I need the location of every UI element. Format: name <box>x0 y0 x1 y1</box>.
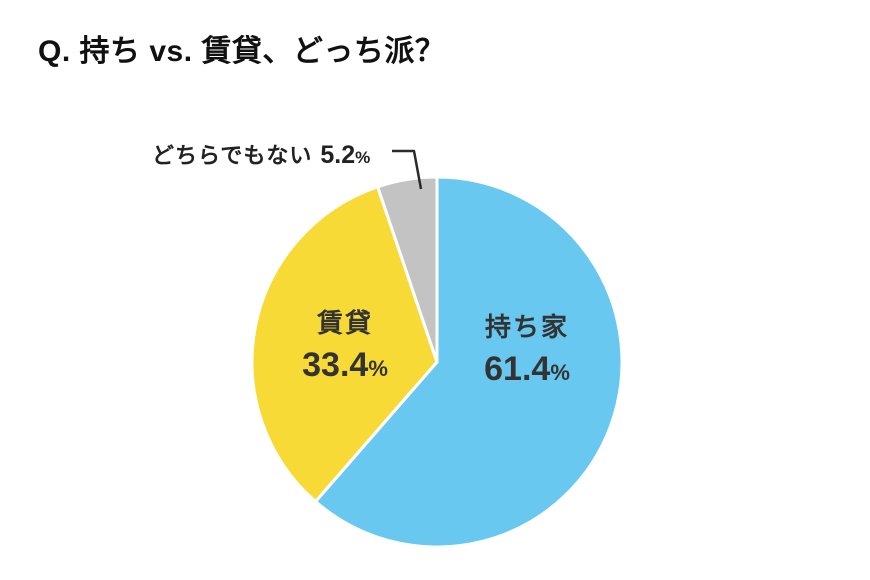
pie-slices <box>250 175 624 549</box>
percent-sign: % <box>355 148 371 167</box>
slice-name-neither: どちらでもない <box>152 143 313 168</box>
slice-label-rent: 賃貸 33.4% <box>265 308 425 386</box>
pie-slice-2 <box>376 175 439 364</box>
callout-leader-line <box>392 149 423 190</box>
chart-title: Q. 持ち vs. 賃貸、どっち派？ <box>38 35 446 68</box>
slice-name-owned: 持ち家 <box>484 312 569 342</box>
slice-name-rent: 賃貸 <box>316 308 373 338</box>
slice-value-rent: 33.4% <box>302 346 388 385</box>
percent-sign: % <box>550 360 570 386</box>
pie-slice-0 <box>314 175 624 549</box>
slice-label-owned: 持ち家 61.4% <box>447 312 607 390</box>
slice-value-neither: 5.2% <box>320 141 371 169</box>
slice-value-owned: 61.4% <box>484 350 570 389</box>
slice-label-neither: どちらでもない 5.2% <box>152 138 370 170</box>
pie-slice-1 <box>250 185 439 504</box>
percent-sign: % <box>368 356 388 382</box>
